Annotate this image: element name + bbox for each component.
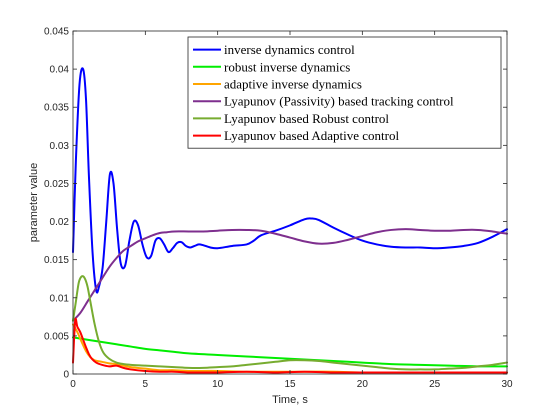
ticks-layer: 0 5 10 15 20 25 30 0 0.005 0.01 0.015 0.02 0.025 0.03… [44,27,513,391]
y-tick-label: 0.005 [44,331,69,342]
x-tick-label: 15 [284,379,296,390]
y-tick-label: 0 [63,370,69,381]
x-tick-label: 5 [143,379,149,390]
series-line-6 [72,317,508,374]
y-tick-label: 0.025 [44,179,69,190]
series-line-2 [72,336,508,368]
y-tick-label: 0.01 [50,293,70,304]
legend-label: inverse dynamics control [224,42,355,57]
series-line-4 [72,228,508,322]
legend-box [187,36,502,149]
legend-label: Lyapunov based Adaptive control [224,128,399,143]
legend-label: adaptive inverse dynamics [224,77,362,92]
y-axis-label: parameter value [28,163,40,243]
y-tick-label: 0.02 [50,217,70,228]
x-tick-label: 25 [429,379,441,390]
series-line-5 [72,275,508,371]
x-axis-label: Time, s [272,394,308,406]
x-tick-label: 10 [212,379,224,390]
y-tick-label: 0.03 [50,141,70,152]
legend-label: Lyapunov based Robust control [224,111,389,126]
y-tick-label: 0.035 [44,103,69,114]
legend: inverse dynamics control robust inverse d… [187,36,502,149]
y-tick-label: 0.045 [44,27,69,38]
series-line-1 [72,67,508,294]
x-tick-label: 20 [357,379,369,390]
series-layer [72,67,508,374]
x-tick-label: 0 [70,379,76,390]
legend-label: Lyapunov (Passivity) based tracking cont… [224,94,454,109]
x-tick-label: 30 [501,379,513,390]
legend-label: robust inverse dynamics [224,59,350,74]
y-tick-label: 0.015 [44,255,69,266]
y-tick-label: 0.04 [50,65,70,76]
